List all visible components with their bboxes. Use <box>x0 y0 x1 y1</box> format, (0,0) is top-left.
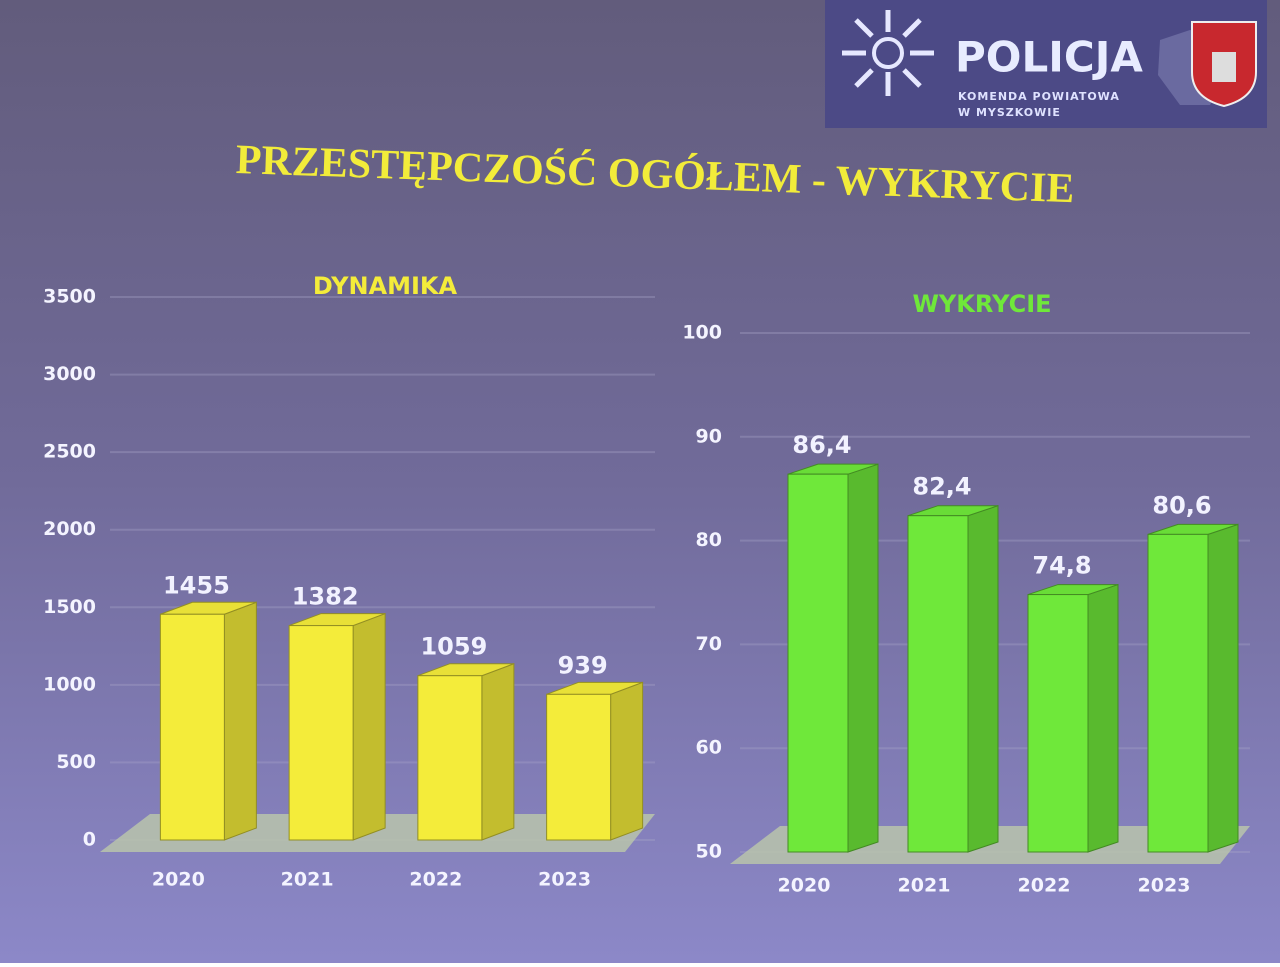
logo-line: KOMENDA POWIATOWA <box>958 90 1120 103</box>
x-tick-label: 2022 <box>409 869 462 891</box>
bar-chart: WYKRYCIE 50 60 70 80 90 100 86,4 2020 82,4 2021 74,… <box>682 290 1250 897</box>
value-label: 1059 <box>420 633 487 661</box>
bar <box>546 693 612 841</box>
logo-star <box>842 10 934 96</box>
y-tick-label: 1000 <box>43 673 96 695</box>
logo-line: W MYSZKOWIE <box>958 106 1061 119</box>
x-tick-label: 2020 <box>152 869 205 891</box>
bar-side <box>847 463 879 853</box>
logo-name: POLICJA <box>955 33 1143 82</box>
bar <box>1147 533 1209 853</box>
value-label: 82,4 <box>912 473 971 501</box>
bar-side <box>967 504 999 853</box>
x-tick-label: 2023 <box>1138 875 1191 897</box>
bar-side <box>481 662 515 841</box>
bar-side <box>610 681 644 841</box>
x-tick-label: 2021 <box>281 869 334 891</box>
value-label: 74,8 <box>1032 552 1091 580</box>
value-label: 1455 <box>163 571 230 599</box>
y-tick-label: 90 <box>696 425 722 447</box>
bar-side <box>352 612 386 841</box>
chart-title: WYKRYCIE <box>912 290 1051 318</box>
y-tick-label: 2000 <box>43 518 96 540</box>
y-tick-label: 60 <box>696 737 722 759</box>
y-tick-label: 2500 <box>43 441 96 463</box>
value-label: 86,4 <box>792 431 851 459</box>
bar-side <box>223 601 257 841</box>
bar <box>159 613 225 841</box>
y-tick-label: 3500 <box>43 286 96 308</box>
y-tick-label: 80 <box>696 529 722 551</box>
bar <box>288 625 354 841</box>
bar <box>907 515 969 853</box>
y-tick-label: 500 <box>56 751 96 773</box>
y-tick-label: 70 <box>696 633 722 655</box>
y-tick-label: 0 <box>83 829 96 851</box>
bar <box>417 675 483 841</box>
x-tick-label: 2022 <box>1018 875 1071 897</box>
y-tick-label: 1500 <box>43 596 96 618</box>
coat-tower <box>1212 52 1236 82</box>
x-tick-label: 2023 <box>538 869 591 891</box>
y-tick-label: 50 <box>696 841 722 863</box>
y-tick-label: 3000 <box>43 363 96 385</box>
logo: POLICJA KOMENDA POWIATOWA W MYSZKOWIE <box>825 0 1267 128</box>
bar <box>787 473 849 853</box>
x-tick-label: 2020 <box>778 875 831 897</box>
x-tick-label: 2021 <box>898 875 951 897</box>
bar-chart: DYNAMIKA 0 500 1000 1500 2000 2500 3000 3500 1455… <box>43 272 655 891</box>
bar-side <box>1087 583 1119 853</box>
chart-title: DYNAMIKA <box>313 272 458 300</box>
y-tick-label: 100 <box>682 322 722 344</box>
value-label: 1382 <box>292 583 359 611</box>
value-label: 939 <box>558 651 608 679</box>
value-label: 80,6 <box>1152 491 1211 519</box>
bar <box>1027 594 1089 853</box>
bar-side <box>1207 523 1239 853</box>
